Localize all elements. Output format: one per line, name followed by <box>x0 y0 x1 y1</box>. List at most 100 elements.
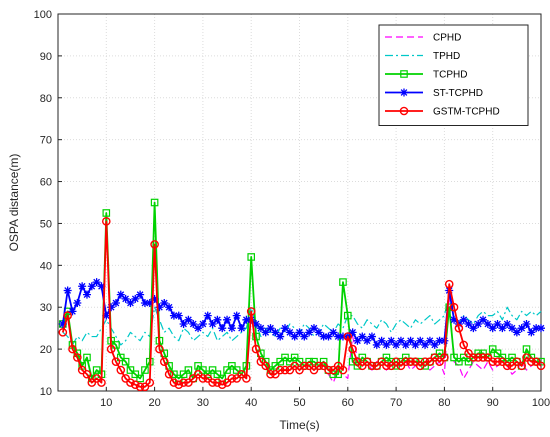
data-point-gstm-tcphd <box>266 369 275 379</box>
data-point-st-tcphd <box>314 328 323 337</box>
data-point-gstm-tcphd <box>145 378 155 387</box>
data-point-st-tcphd <box>194 324 203 333</box>
data-point-st-tcphd <box>92 278 101 287</box>
data-point-st-tcphd <box>203 311 212 320</box>
data-point-tcphd <box>194 362 202 370</box>
data-point-gstm-tcphd <box>498 357 507 366</box>
data-point-tcphd <box>141 366 149 374</box>
y-tick-label: 30 <box>40 302 52 314</box>
data-point-gstm-tcphd <box>411 357 420 366</box>
legend: CPHD TPHD TCPHD ST-TCPHD GSTM-TCPHD <box>378 24 529 126</box>
data-point-tcphd <box>223 366 231 374</box>
data-point-tcphd <box>310 357 318 366</box>
legend-label-tcphd: TCPHD <box>433 70 467 81</box>
data-point-gstm-tcphd <box>435 357 444 366</box>
data-point-gstm-tcphd <box>300 361 309 371</box>
legend-label-cphd: CPHD <box>433 33 461 44</box>
data-point-gstm-tcphd <box>116 365 126 375</box>
data-point-gstm-tcphd <box>444 279 454 289</box>
data-point-gstm-tcphd <box>58 328 68 337</box>
data-point-st-tcphd <box>58 319 67 328</box>
data-point-st-tcphd <box>285 328 294 337</box>
data-point-tcphd <box>459 353 468 362</box>
data-point-gstm-tcphd <box>507 361 517 371</box>
data-point-gstm-tcphd <box>227 374 237 383</box>
data-point-st-tcphd <box>498 324 507 333</box>
y-tick-label: 80 <box>40 93 52 105</box>
data-point-st-tcphd <box>169 311 178 320</box>
data-point-st-tcphd <box>469 324 478 333</box>
legend-marker-tcphd <box>400 70 408 78</box>
data-point-gstm-tcphd <box>169 378 179 387</box>
data-point-st-tcphd <box>363 336 372 345</box>
data-point-st-tcphd <box>213 315 222 324</box>
data-point-st-tcphd <box>107 303 116 312</box>
legend-box <box>378 24 529 126</box>
data-point-st-tcphd <box>111 299 120 308</box>
x-tick-label: 30 <box>197 397 209 409</box>
data-point-tcphd <box>131 370 140 379</box>
legend-label-tphd: TPHD <box>433 51 460 62</box>
data-point-gstm-tcphd <box>329 365 338 375</box>
data-point-tcphd <box>522 345 531 353</box>
data-point-st-tcphd <box>82 290 91 299</box>
data-point-st-tcphd <box>305 328 314 337</box>
series-line-tphd <box>62 294 542 346</box>
data-point-st-tcphd <box>256 324 265 333</box>
data-point-gstm-tcphd <box>309 365 319 375</box>
data-point-gstm-tcphd <box>483 353 493 362</box>
data-point-gstm-tcphd <box>222 378 232 387</box>
data-point-st-tcphd <box>63 286 72 295</box>
data-point-gstm-tcphd <box>415 361 425 371</box>
data-point-st-tcphd <box>392 340 401 349</box>
data-point-gstm-tcphd <box>126 378 135 387</box>
data-point-st-tcphd <box>78 282 87 291</box>
data-point-tcphd <box>271 362 280 370</box>
legend-label-gstm-tcphd: GSTM-TCPHD <box>433 107 500 118</box>
data-point-gstm-tcphd <box>454 323 464 333</box>
data-point-st-tcphd <box>116 290 125 299</box>
data-point-gstm-tcphd <box>68 344 77 354</box>
data-point-st-tcphd <box>227 324 236 333</box>
data-point-st-tcphd <box>329 328 338 337</box>
data-point-st-tcphd <box>387 336 396 345</box>
data-point-st-tcphd <box>450 315 459 324</box>
data-point-gstm-tcphd <box>140 382 150 392</box>
data-point-st-tcphd <box>440 336 449 345</box>
data-point-gstm-tcphd <box>420 357 430 366</box>
data-point-gstm-tcphd <box>333 361 343 371</box>
data-point-gstm-tcphd <box>353 357 362 366</box>
data-point-gstm-tcphd <box>261 361 270 371</box>
data-point-gstm-tcphd <box>295 365 304 375</box>
data-point-gstm-tcphd <box>319 361 328 371</box>
data-point-st-tcphd <box>377 336 386 345</box>
data-point-gstm-tcphd <box>242 374 251 383</box>
data-point-gstm-tcphd <box>203 374 213 383</box>
data-point-st-tcphd <box>165 303 174 312</box>
data-point-st-tcphd <box>435 336 444 345</box>
data-point-st-tcphd <box>493 319 502 328</box>
data-point-st-tcphd <box>537 324 545 333</box>
data-point-gstm-tcphd <box>536 361 546 371</box>
data-point-gstm-tcphd <box>290 361 299 371</box>
data-point-gstm-tcphd <box>440 353 449 362</box>
data-point-tcphd <box>450 353 458 362</box>
series-tphd <box>62 294 542 346</box>
data-point-tcphd <box>116 353 125 362</box>
data-point-gstm-tcphd <box>174 380 184 390</box>
data-point-st-tcphd <box>237 324 246 333</box>
data-point-gstm-tcphd <box>382 361 391 371</box>
data-point-tcphd <box>232 366 241 374</box>
data-point-st-tcphd <box>140 299 149 308</box>
data-point-st-tcphd <box>319 332 328 341</box>
data-point-st-tcphd <box>73 299 82 308</box>
data-point-tcphd <box>213 370 222 379</box>
data-point-gstm-tcphd <box>531 357 541 366</box>
x-tick-label: 40 <box>245 397 257 409</box>
data-point-gstm-tcphd <box>357 361 367 371</box>
data-point-st-tcphd <box>218 324 227 333</box>
data-point-st-tcphd <box>223 315 232 324</box>
data-point-st-tcphd <box>522 319 531 328</box>
